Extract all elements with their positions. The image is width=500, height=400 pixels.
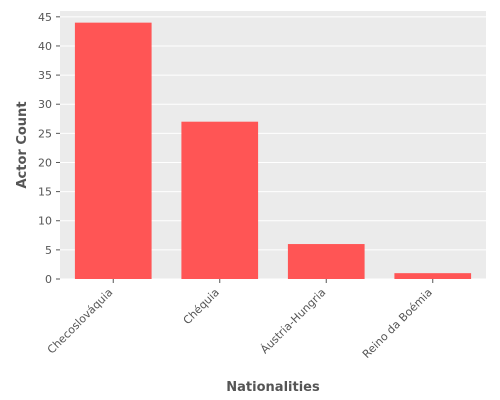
y-axis-ticks: 0 5 10 15 20 25 30 35 40 45	[38, 11, 60, 286]
x-tick-label: Áustria-Hungria	[258, 286, 328, 356]
x-tick-label: Reino da Boémia	[360, 286, 435, 361]
y-tick-label: 20	[38, 156, 52, 169]
y-tick-label: 30	[38, 98, 52, 111]
x-axis-ticks: Checoslováquia Chéquia Áustria-Hungria Rein…	[45, 279, 435, 361]
y-tick-label: 40	[38, 40, 52, 53]
y-tick-label: 10	[38, 215, 52, 228]
y-tick-label: 25	[38, 127, 52, 140]
x-tick-label: Checoslováquia	[45, 286, 116, 357]
y-tick-label: 35	[38, 69, 52, 82]
y-tick-label: 45	[38, 11, 52, 24]
y-tick-label: 5	[45, 244, 52, 257]
bars	[74, 22, 472, 280]
x-axis-title: Nationalities	[226, 380, 320, 395]
bar	[74, 22, 152, 280]
y-tick-label: 0	[45, 273, 52, 286]
x-tick-label: Chéquia	[181, 286, 222, 327]
y-axis-title: Actor Count	[15, 101, 30, 188]
y-tick-label: 15	[38, 186, 52, 199]
bar	[181, 121, 259, 280]
bar	[394, 273, 472, 279]
bar	[287, 244, 365, 279]
